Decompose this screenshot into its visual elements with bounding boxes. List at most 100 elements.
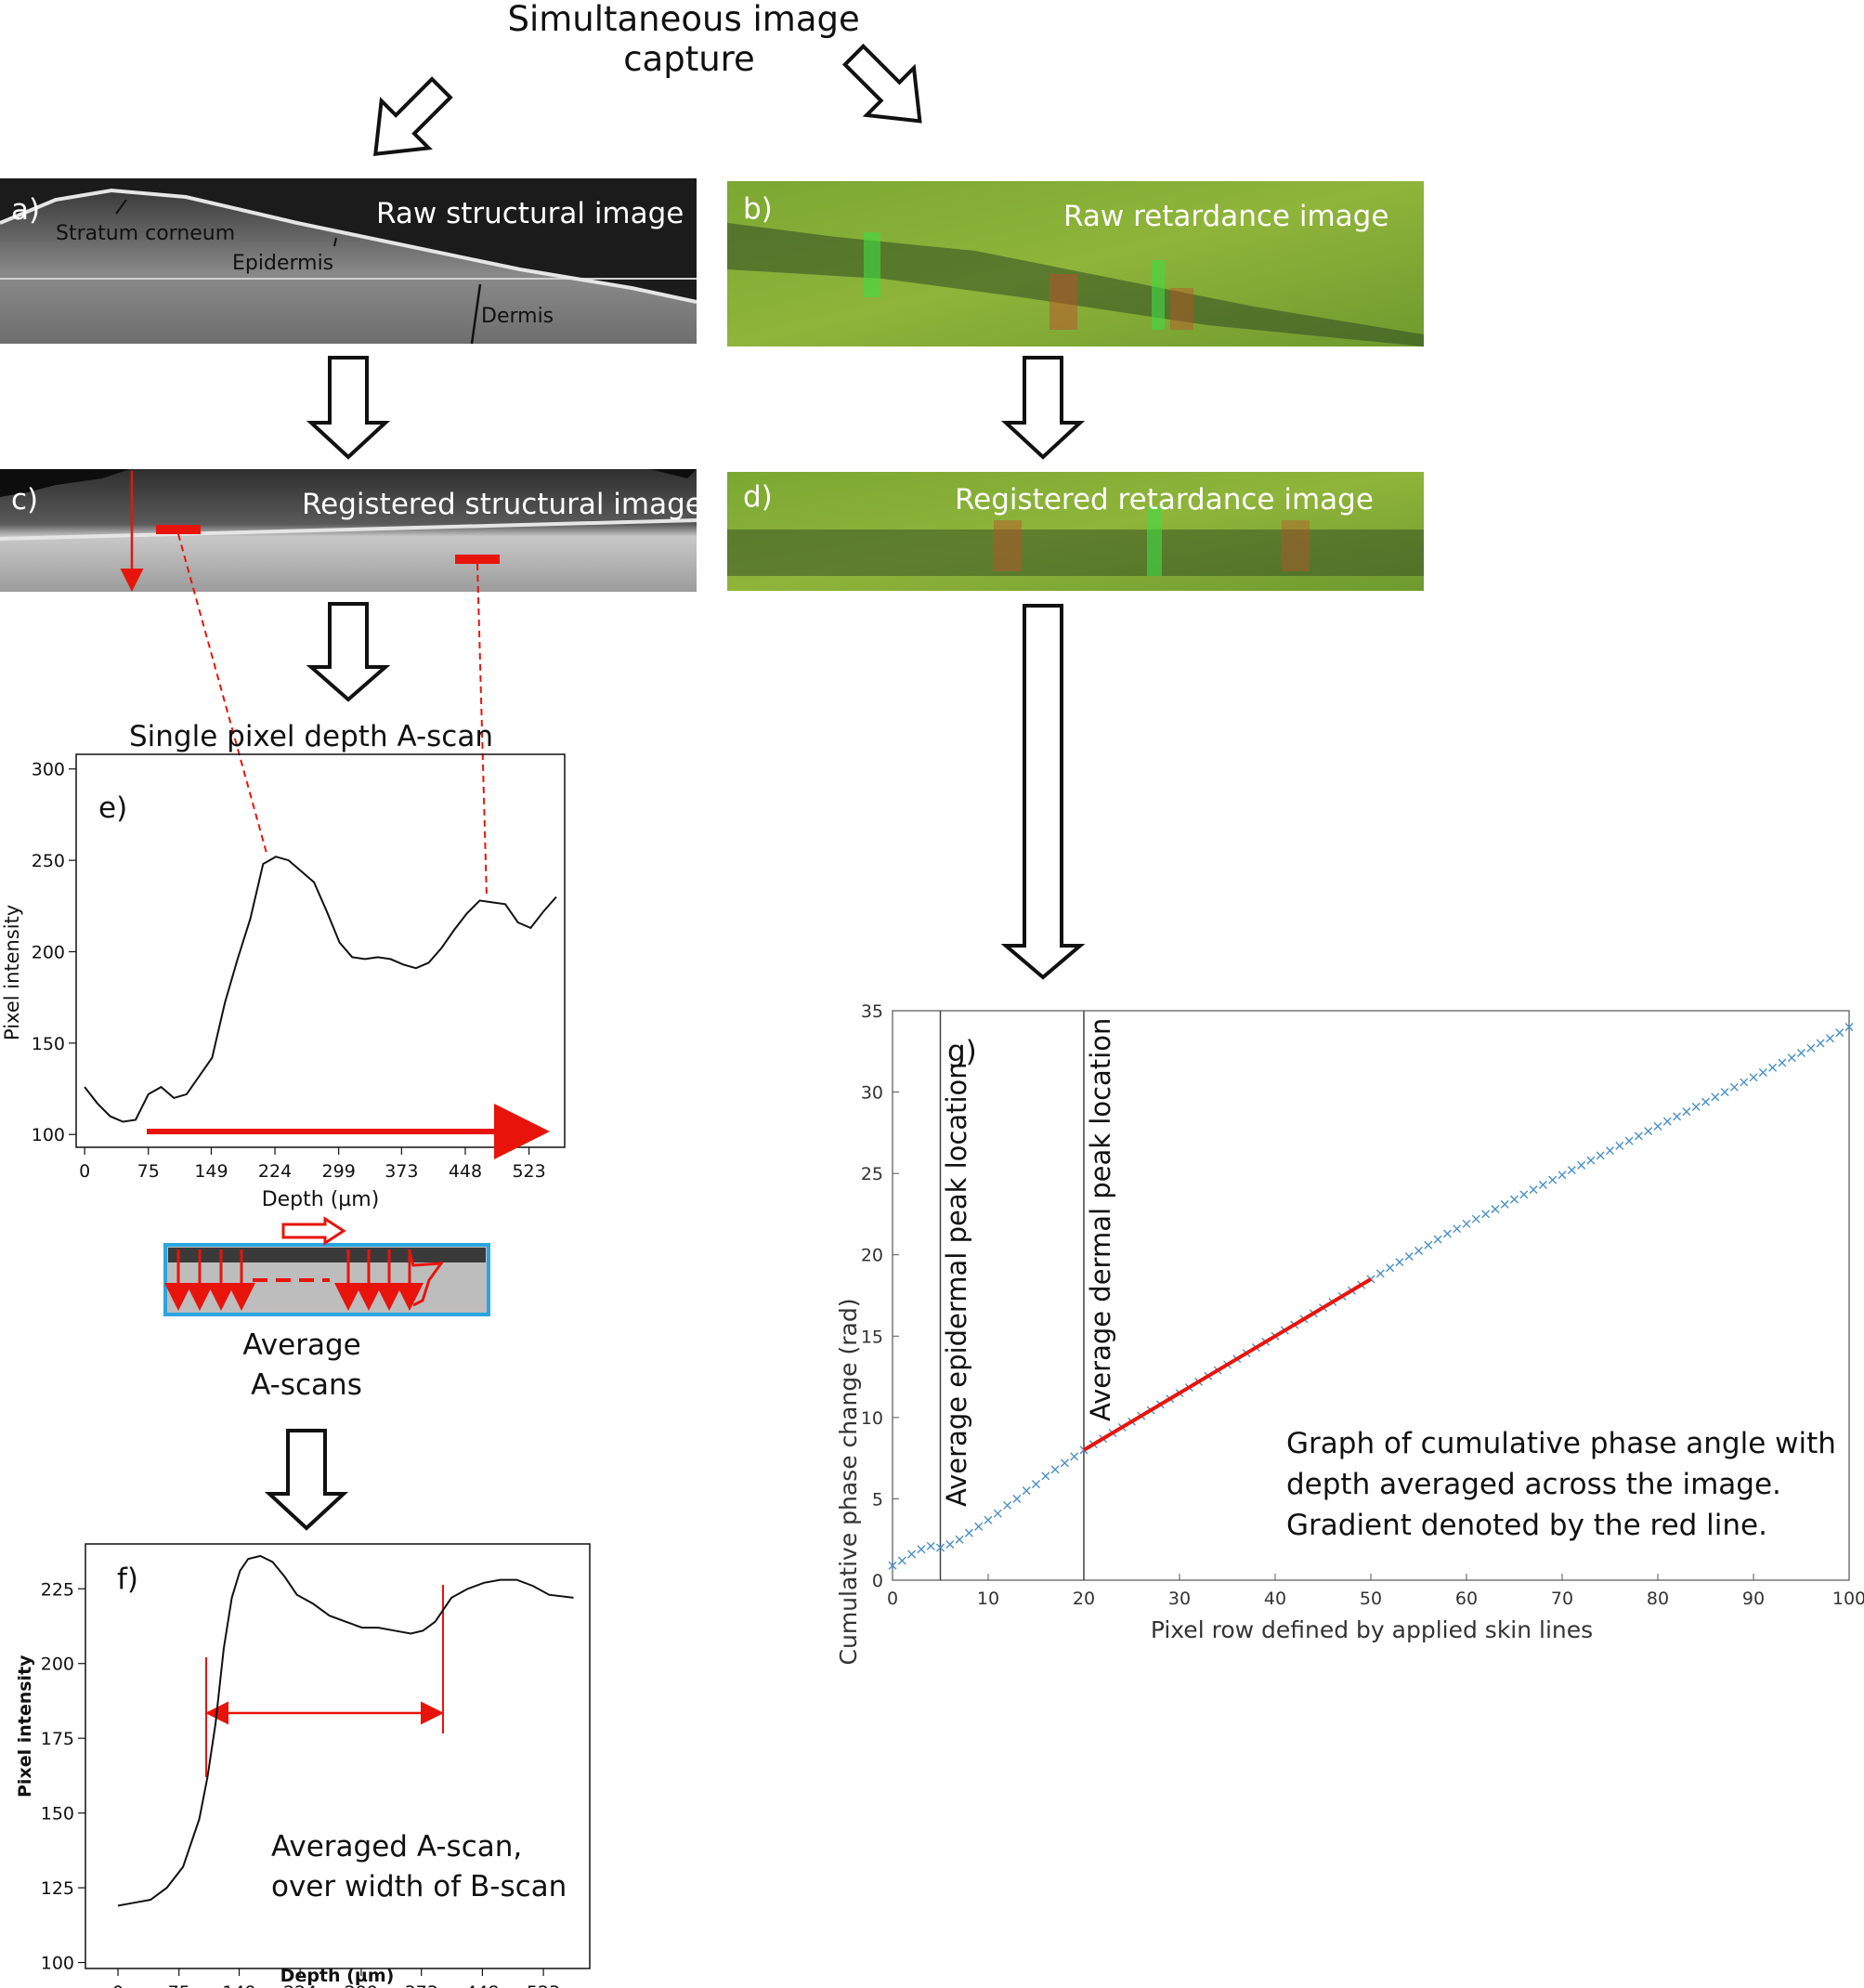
chart-g-data-point [1615,1141,1624,1150]
chart-g-xtick-label: 80 [1647,1589,1669,1609]
vline1-label: Average epidermal peak location [941,1062,972,1507]
chart-g-data-point [1806,1043,1816,1053]
chart-g-data-point [897,1556,906,1565]
chart-g-data-point [1012,1494,1022,1503]
chart-g-data-point [1510,1195,1519,1204]
chart-g-data-point [1816,1039,1825,1048]
chart-g-data-point [1701,1097,1710,1106]
panel-g-tag: g) [947,1035,977,1068]
chart-g-data-point [974,1522,984,1531]
chart-g-data-point [1519,1190,1529,1199]
panel-b-tag: b) [743,192,773,226]
chart-g-gradient-line [1082,1277,1373,1452]
chart-g-ytick-label: 10 [861,1408,883,1429]
chart-g-data-point [1442,1229,1452,1238]
chart-g-data-point [1395,1258,1404,1267]
panel-e-heading: Single pixel depth A-scan [129,720,493,753]
chart-g-data-point [1624,1136,1634,1145]
chart-g-data-point [1060,1458,1069,1468]
chart-g-data-point [1835,1028,1844,1038]
chart-e-ytick-label: 250 [32,851,65,871]
chart-e-xtick-label: 523 [512,1161,545,1182]
average-ascans-label: Average A-scans [242,1328,370,1402]
panel-a-tag: a) [11,193,40,227]
chart-g-data-point [1653,1121,1662,1131]
chart-e-xtick-label: 149 [194,1161,228,1182]
panel-c-tag: c) [11,483,38,517]
chart-e-ylabel: Pixel intensity [1,905,23,1040]
chart-g-xtick-label: 70 [1551,1589,1573,1609]
chart-g-xtick-label: 0 [887,1589,898,1609]
chart-f: f) Averaged A-scan, over width of B-scan… [15,1543,591,1988]
chart-g-data-point [907,1550,917,1559]
chart-g-data-point [955,1535,964,1544]
chart-f-ytick-label: 200 [41,1654,74,1675]
figure-title: Simultaneous image capture [507,0,870,79]
chart-g-ytick-label: 25 [861,1164,883,1184]
chart-g-xtick-label: 40 [1264,1589,1286,1609]
chart-g-ytick-label: 15 [861,1327,883,1347]
chart-g-data-point [1682,1107,1691,1117]
panel-e-tag: e) [98,791,127,825]
chart-f-ytick-label: 150 [41,1804,74,1825]
chart-g-data-point [1032,1480,1040,1489]
chart-e-ytick-label: 150 [32,1034,65,1054]
chart-e-xtick-label: 75 [137,1161,160,1182]
chart-g-data-point [1022,1486,1031,1496]
chart-f-xtick-label: 299 [345,1982,378,1988]
panel-c-title: Registered structural image [302,488,703,521]
chart-g-ylabel: Cumulative phase change (rad) [835,1299,862,1666]
vline2-label: Average dermal peak location [1085,1018,1116,1421]
chart-g-data-point [1538,1180,1547,1189]
panel-a-title: Raw structural image [376,197,684,230]
chart-g-data-point [1404,1251,1414,1261]
chart-f-xtick-label: 0 [112,1982,124,1988]
chart-g-data-point [1491,1205,1500,1214]
chart-g-data-point [1433,1235,1442,1244]
chart-g-xtick-label: 50 [1360,1589,1382,1609]
chart-g-xtick-label: 90 [1742,1589,1765,1609]
chart-g-data-point [1758,1068,1767,1078]
chart-f-xtick-label: 75 [168,1982,190,1988]
chart-g-data-point [888,1561,897,1570]
chart-g-data-point [1577,1160,1586,1170]
chart-g-data-point [917,1545,926,1554]
chart-g-ytick-label: 5 [872,1489,883,1510]
chart-g-data-point [1586,1156,1596,1165]
chart-e-frame [75,753,566,1148]
chart-g-ytick-label: 0 [872,1571,883,1591]
chart-f-ytick-label: 225 [41,1579,74,1600]
chart-g-data-point [1787,1053,1796,1063]
panel-g-note: Graph of cumulative phase angle with dep… [1286,1427,1845,1542]
chart-g-data-point [1729,1082,1739,1092]
chart-f-xtick-label: 149 [222,1982,255,1988]
chart-e-xtick-label: 299 [322,1161,356,1182]
chart-g-data-point [1778,1058,1787,1067]
chart-e-xtick-label: 373 [385,1161,418,1182]
chart-g-data-point [1768,1063,1778,1072]
chart-g-data-point [1596,1151,1605,1160]
chart-e-series-line [84,856,557,1123]
chart-g-xtick-label: 20 [1073,1589,1095,1609]
scan-direction-arrow-icon [281,1216,346,1246]
chart-e-xtick-label: 0 [79,1161,90,1182]
chart-g-data-point [1070,1452,1079,1461]
label-stratum-corneum: Stratum corneum [56,222,235,245]
chart-g-data-point [1424,1240,1433,1249]
chart-g-data-point [1041,1471,1050,1481]
chart-g-data-point [936,1543,945,1552]
chart-g-data-point [964,1528,973,1537]
long-down-arrow-icon [1000,604,1086,980]
chart-g-xtick-label: 60 [1455,1589,1478,1609]
label-dermis: Dermis [481,305,554,328]
chart-g-ytick-label: 30 [861,1083,883,1104]
chart-g-data-point [1634,1131,1643,1141]
chart-g-data-point [1414,1246,1423,1255]
chart-g-data-point [1003,1500,1012,1510]
chart-g-data-point [1375,1269,1385,1278]
chart-e-ytick-label: 100 [32,1125,65,1145]
down-left-arrow-icon [373,76,453,156]
panel-c-registered-structural-image: c) Registered structural image [0,469,703,592]
chart-e-xlabel: Depth (µm) [262,1188,380,1211]
chart-g-data-point [1662,1117,1672,1126]
